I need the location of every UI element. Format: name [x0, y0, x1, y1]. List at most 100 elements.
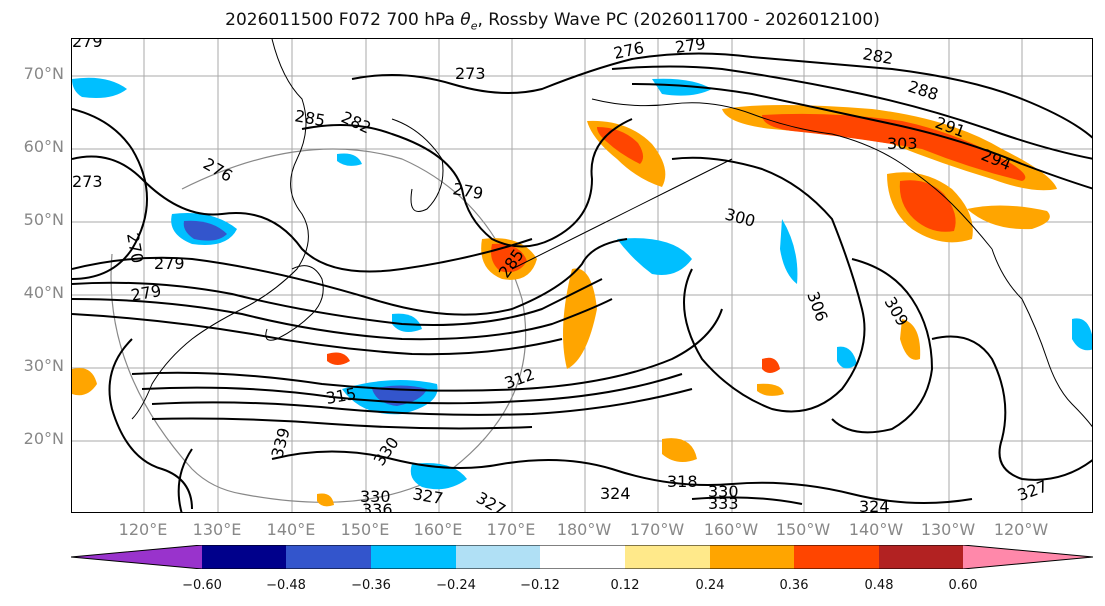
cool-anomaly-nw: [72, 77, 127, 98]
contour-label: 318: [667, 472, 698, 491]
contour-line: [72, 298, 613, 341]
warm-anomaly-west: [72, 368, 97, 396]
contour-line: [671, 156, 866, 413]
warm-anomaly-gulf-alaska-core: [762, 113, 1026, 181]
contour-label: 330: [708, 482, 739, 501]
lon-label-150e: 150°E: [340, 520, 390, 539]
map-panel: 276 279 282 288 291 294 303 273 285 282 …: [71, 38, 1093, 513]
contour-line: [931, 335, 1092, 481]
colorbar-segment: [202, 545, 286, 569]
colorbar-tick: 0.60: [948, 578, 978, 593]
coastlines: [131, 39, 1092, 428]
contour-line: [141, 373, 683, 405]
contour-line: [131, 308, 723, 392]
warm-anomaly-east: [900, 319, 921, 360]
colorbar-segment: [371, 545, 456, 569]
lon-label-170w: 170°W: [629, 520, 685, 539]
contour-label: 300: [723, 205, 757, 231]
contour-labels: 276 279 282 288 291 294 303 273 285 282 …: [72, 39, 1050, 513]
contour-label: 279: [72, 39, 103, 51]
contour-line: [271, 450, 973, 504]
contour-line: [177, 448, 193, 512]
contour-line: [611, 65, 1092, 160]
cool-anomaly-small: [392, 313, 422, 333]
theta-e-contours: [72, 52, 1092, 512]
contour-label: 279: [674, 39, 707, 57]
lon-label-130w: 130°W: [920, 520, 976, 539]
contour-label: 279: [129, 281, 162, 305]
colorbar-segment: [625, 545, 710, 569]
colorbar-segment: [794, 545, 879, 569]
contour-label: 273: [455, 64, 486, 83]
lat-label-60n: 60°N: [23, 137, 64, 156]
warm-anomaly-small: [317, 493, 334, 507]
contour-label: 336: [362, 500, 393, 513]
colorbar-segment: [963, 545, 1093, 569]
colorbar-segment: [879, 545, 963, 569]
graticule: [72, 39, 1092, 512]
contour-line: [831, 258, 934, 434]
colorbar-tick: −0.48: [266, 578, 306, 593]
lat-label-20n: 20°N: [23, 429, 64, 448]
title-theta-sub: e: [470, 19, 478, 33]
contour-line: [72, 313, 563, 356]
cool-anomaly-small: [780, 219, 798, 284]
title-suffix: , Rossby Wave PC (2026011700 - 202601210…: [477, 10, 880, 30]
colorbar-segment: [456, 545, 540, 569]
lon-label-120w: 120°W: [993, 520, 1049, 539]
great-circle-arc: [181, 148, 527, 503]
warm-anomaly-bering-core: [597, 127, 644, 164]
cool-anomaly-japan-sea-core: [183, 220, 227, 241]
lon-label-140w: 140°W: [848, 520, 904, 539]
colorbar-segment: [540, 545, 625, 569]
warm-anomaly-small: [327, 352, 350, 365]
contour-line: [72, 278, 603, 326]
lon-label-180w: 180°W: [556, 520, 612, 539]
contour-label: 327: [411, 484, 444, 508]
contour-label: 306: [803, 289, 831, 324]
coastline-japan: [265, 265, 324, 341]
warm-anomaly-midpac-core: [491, 243, 527, 273]
contour-label: 273: [72, 172, 103, 191]
contour-label: 276: [612, 39, 646, 63]
lon-label-160e: 160°E: [413, 520, 463, 539]
contour-line: [72, 238, 628, 316]
contour-label: 279: [451, 179, 484, 203]
coastline-aleutians: [511, 158, 733, 270]
colorbar-segment: [710, 545, 794, 569]
colorbar-tick: −0.12: [520, 578, 560, 593]
warm-anomaly-small: [662, 438, 697, 463]
lon-label-160w: 160°W: [703, 520, 759, 539]
coastline-alaska: [591, 98, 993, 250]
lat-label-70n: 70°N: [23, 64, 64, 83]
map-title: 2026011500 F072 700 hPa θe, Rossby Wave …: [0, 10, 1105, 32]
colorbar-tick: −0.24: [436, 578, 476, 593]
coastline-north-america: [991, 248, 1092, 428]
cool-anomaly-small: [1072, 318, 1092, 351]
contour-label: 330: [370, 433, 403, 469]
colorbar-tick: −0.60: [182, 578, 222, 593]
contour-line: [108, 338, 193, 510]
cool-anomaly-midpac: [617, 238, 692, 275]
lat-label-30n: 30°N: [23, 356, 64, 375]
contour-label: 324: [600, 484, 631, 503]
contour-label: 285: [293, 106, 326, 130]
colorbar-tick: 0.12: [610, 578, 640, 593]
warm-anomaly-bc-south: [967, 205, 1050, 230]
contour-label: 333: [708, 494, 739, 513]
colorbar-tick: 0.36: [779, 578, 809, 593]
contour-label: 303: [887, 134, 918, 153]
cool-anomaly-south: [410, 463, 467, 490]
colorbar-tick: −0.36: [351, 578, 391, 593]
cool-anomaly-small: [337, 153, 362, 166]
lon-label-170e: 170°E: [486, 520, 536, 539]
contour-line: [301, 118, 633, 248]
lon-label-130e: 130°E: [192, 520, 242, 539]
contour-label: 327: [473, 488, 509, 513]
lon-label-140e: 140°E: [266, 520, 316, 539]
great-circle-arcs: [110, 148, 527, 503]
contour-label: 315: [324, 384, 357, 408]
cool-anomaly-north: [652, 78, 712, 96]
colorbar-segment: [71, 545, 202, 569]
title-prefix: 2026011500 F072 700 hPa: [225, 10, 461, 30]
